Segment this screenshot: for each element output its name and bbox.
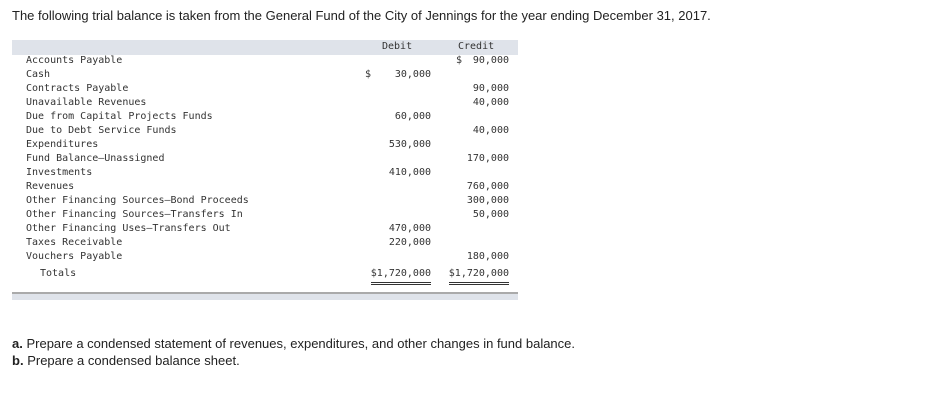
debit-amount: 220,000 xyxy=(388,237,431,248)
footer-band xyxy=(12,292,518,300)
column-header: Credit xyxy=(458,41,495,52)
account-name: Revenues xyxy=(26,181,75,192)
credit-amount: 180,000 xyxy=(466,251,509,262)
account-name: Cash xyxy=(26,69,51,80)
credit-amount: 90,000 xyxy=(472,55,509,66)
account-name: Expenditures xyxy=(26,139,99,150)
question: a. Prepare a condensed statement of reve… xyxy=(12,336,575,351)
question-label: b. xyxy=(12,353,24,368)
credit-amount: 170,000 xyxy=(466,153,509,164)
totals-label: Totals xyxy=(40,268,77,279)
account-name: Unavailable Revenues xyxy=(26,97,147,108)
question-text: Prepare a condensed statement of revenue… xyxy=(26,336,576,351)
account-name: Due to Debt Service Funds xyxy=(26,125,177,136)
account-name: Other Financing Sources—Bond Proceeds xyxy=(26,195,249,206)
credit-amount: 90,000 xyxy=(472,83,509,94)
debit-amount: 410,000 xyxy=(388,167,431,178)
question-label: a. xyxy=(12,336,23,351)
credit-amount: 40,000 xyxy=(472,125,509,136)
debit-amount: 470,000 xyxy=(388,223,431,234)
question-text: Prepare a condensed balance sheet. xyxy=(27,353,240,368)
intro-text: The following trial balance is taken fro… xyxy=(12,8,711,23)
account-name: Due from Capital Projects Funds xyxy=(26,111,213,122)
account-name: Vouchers Payable xyxy=(26,251,123,262)
header-band xyxy=(12,40,518,55)
debit-amount: 60,000 xyxy=(394,111,431,122)
credit-amount: 50,000 xyxy=(472,209,509,220)
account-name: Fund Balance—Unassigned xyxy=(26,153,165,164)
account-name: Accounts Payable xyxy=(26,55,123,66)
account-name: Taxes Receivable xyxy=(26,237,123,248)
credit-amount: 40,000 xyxy=(472,97,509,108)
debit-amount: 30,000 xyxy=(394,69,431,80)
total-credit: $1,720,000 xyxy=(448,267,509,285)
account-name: Contracts Payable xyxy=(26,83,129,94)
credit-amount: 300,000 xyxy=(466,195,509,206)
currency-sign: $ xyxy=(365,69,372,80)
question: b. Prepare a condensed balance sheet. xyxy=(12,353,240,368)
credit-amount: 760,000 xyxy=(466,181,509,192)
currency-sign: $ xyxy=(456,55,463,66)
debit-amount: 530,000 xyxy=(388,139,431,150)
column-header: Debit xyxy=(382,41,413,52)
account-name: Other Financing Uses—Transfers Out xyxy=(26,223,231,234)
account-name: Investments xyxy=(26,167,93,178)
total-debit: $1,720,000 xyxy=(370,267,431,285)
account-name: Other Financing Sources—Transfers In xyxy=(26,209,243,220)
